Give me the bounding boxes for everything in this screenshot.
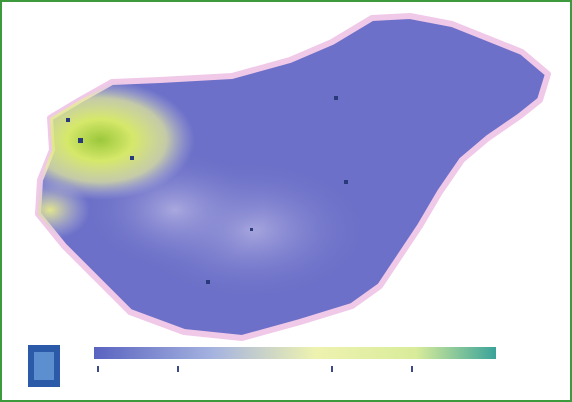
station	[78, 138, 83, 143]
screen	[0, 0, 572, 402]
station	[344, 180, 348, 184]
station	[130, 156, 134, 160]
logo-icon-inner	[34, 352, 54, 380]
station	[66, 118, 70, 122]
colorbar	[94, 347, 496, 359]
station	[206, 280, 210, 284]
station	[250, 228, 253, 231]
station	[334, 96, 338, 100]
map-view	[0, 0, 572, 402]
